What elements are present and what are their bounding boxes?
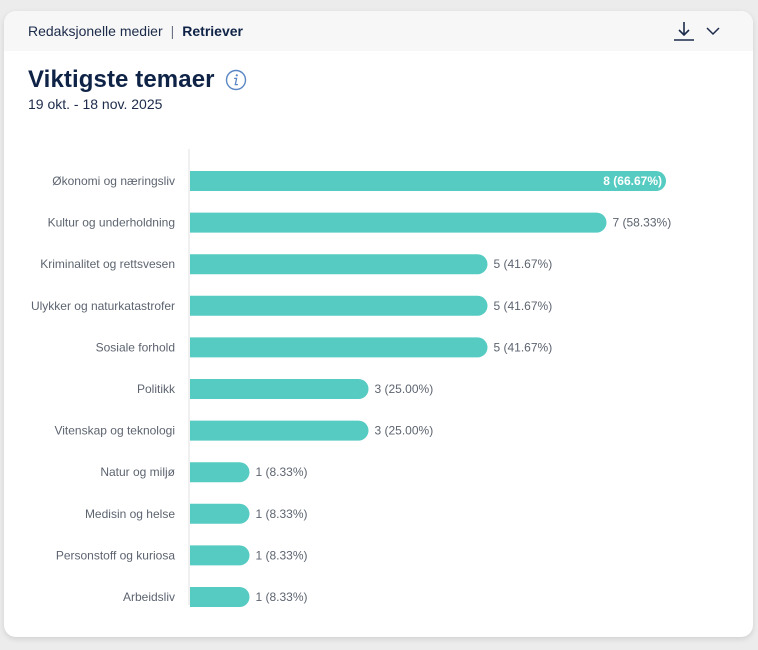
data-label: 3 (25.00%) [375,424,434,438]
expand-button[interactable] [701,19,725,43]
bar[interactable] [190,379,369,399]
bar[interactable] [190,254,488,275]
data-label: 1 (8.33%) [256,465,308,479]
bar-chart: Økonomi og næringsliv 8 (66.67%) Kultur og… [31,149,672,607]
category-label: Arbeidsliv [123,590,175,604]
bar[interactable] [190,212,607,233]
breadcrumb-current: Retriever [182,23,243,39]
bar[interactable] [190,462,250,483]
data-label: 1 (8.33%) [256,548,308,562]
category-label: Økonomi og næringsliv [52,174,175,188]
category-label: Kultur og underholdning [48,216,175,230]
download-button[interactable] [672,19,696,43]
card-header: Redaksjonelle medier | Retriever [4,11,753,51]
category-label: Medisin og helse [85,507,175,521]
data-label: 5 (41.67%) [494,257,553,271]
data-label: 1 (8.33%) [256,507,308,521]
data-label: 1 (8.33%) [256,590,308,604]
category-label: Sosiale forhold [96,340,175,354]
data-label: 8 (66.67%) [603,174,662,188]
topics-widget-card: Redaksjonelle medier | Retriever Viktigste… [4,11,753,637]
category-label: Politikk [137,382,176,396]
bar[interactable] [190,545,250,566]
data-label: 5 (41.67%) [494,299,553,313]
category-label: Personstoff og kuriosa [56,548,176,562]
data-label: 5 (41.67%) [494,340,553,354]
breadcrumb: Redaksjonelle medier | Retriever [28,23,243,39]
bar[interactable] [190,420,369,441]
widget-title: Viktigste temaer [28,66,215,93]
download-icon [674,22,694,41]
bar[interactable] [190,295,488,316]
title-row: Viktigste temaer [28,66,247,94]
bar[interactable] [190,337,488,358]
category-label: Kriminalitet og rettsvesen [40,257,175,271]
info-icon[interactable] [225,69,247,91]
category-label: Vitenskap og teknologi [54,424,175,438]
breadcrumb-parent[interactable]: Redaksjonelle medier [28,23,163,39]
bar[interactable] [190,587,250,607]
bar[interactable] [190,171,666,191]
date-range: 19 okt. - 18 nov. 2025 [28,96,163,112]
breadcrumb-separator: | [170,23,175,39]
data-label: 7 (58.33%) [613,216,672,230]
chevron-down-icon [706,27,720,36]
bar[interactable] [190,503,250,524]
data-label: 3 (25.00%) [375,382,434,396]
category-label: Natur og miljø [100,465,175,479]
category-label: Ulykker og naturkatastrofer [31,299,175,313]
